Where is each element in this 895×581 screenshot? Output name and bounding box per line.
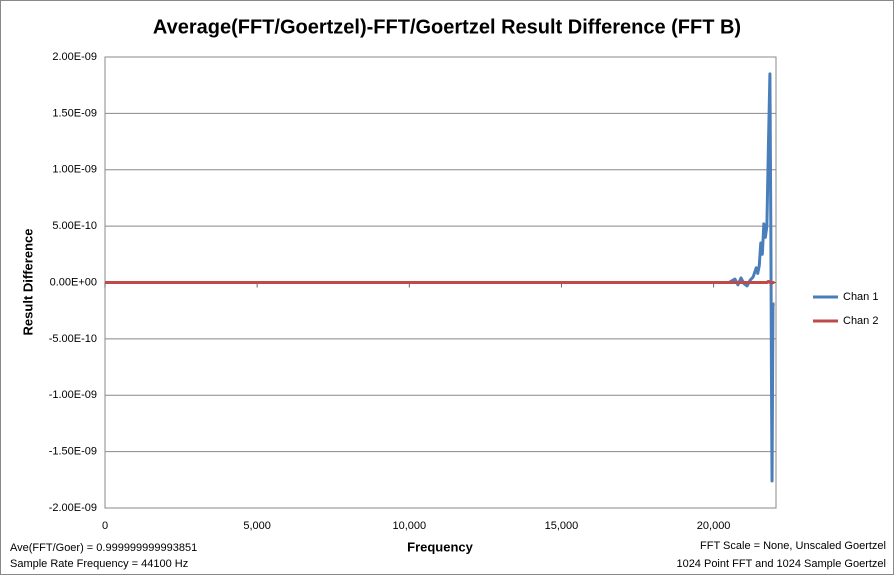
annotation: 1024 Point FFT and 1024 Sample Goertzel — [676, 558, 886, 570]
x-tick-label: 20,000 — [697, 520, 731, 532]
x-tick-label: 5,000 — [243, 520, 271, 532]
y-tick-label: -2.00E-09 — [49, 502, 97, 514]
x-tick-label: 15,000 — [545, 520, 579, 532]
y-tick-label: -1.00E-09 — [49, 389, 97, 401]
legend-label: Chan 1 — [843, 291, 878, 303]
annotation: Ave(FFT/Goer) = 0.999999999993851 — [10, 542, 197, 554]
series-line — [105, 279, 776, 286]
legend-label: Chan 2 — [843, 315, 878, 327]
y-tick-label: -5.00E-10 — [49, 333, 97, 345]
x-tick-label: 0 — [102, 520, 108, 532]
chart-title: Average(FFT/Goertzel)-FFT/Goertzel Resul… — [153, 16, 741, 38]
y-tick-label: 1.00E-09 — [52, 164, 97, 176]
x-axis-label: Frequency — [407, 539, 474, 554]
y-tick-label: 0.00E+00 — [50, 276, 97, 288]
y-tick-label: -1.50E-09 — [49, 446, 97, 458]
x-tick-label: 10,000 — [392, 520, 426, 532]
annotation: Sample Rate Frequency = 44100 Hz — [10, 558, 188, 570]
y-tick-label: 2.00E-09 — [52, 51, 97, 63]
y-tick-label: 5.00E-10 — [52, 220, 97, 232]
y-tick-label: 1.50E-09 — [52, 107, 97, 119]
annotation: FFT Scale = None, Unscaled Goertzel — [700, 540, 886, 552]
y-axis-label: Result Difference — [20, 229, 35, 336]
